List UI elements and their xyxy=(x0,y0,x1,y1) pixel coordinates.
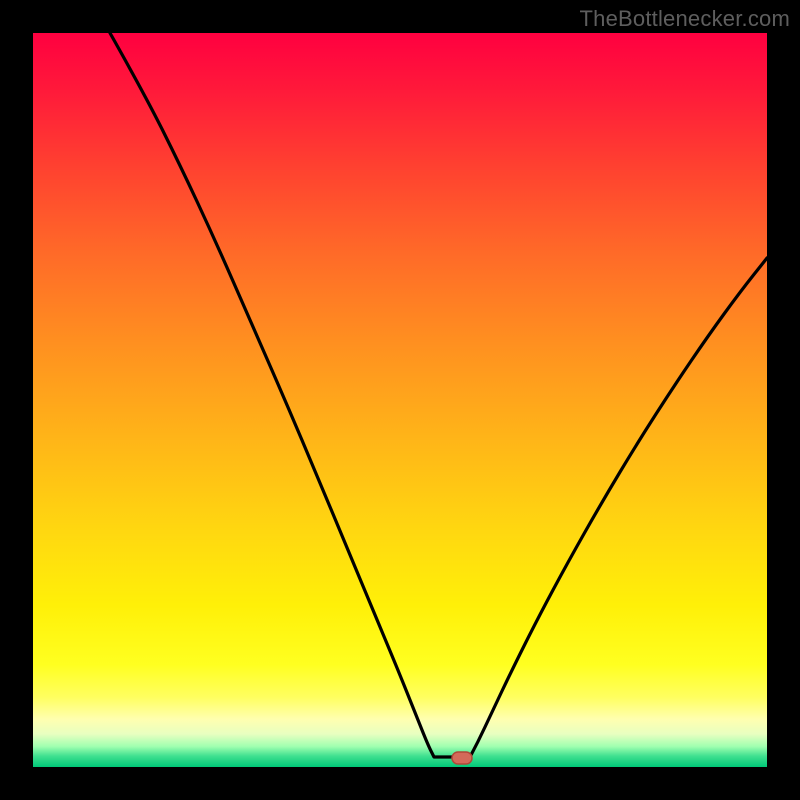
optimal-point-marker xyxy=(452,752,472,764)
chart-container: TheBottlenecker.com xyxy=(0,0,800,800)
bottleneck-chart xyxy=(0,0,800,800)
plot-area-gradient xyxy=(33,33,767,767)
watermark-text: TheBottlenecker.com xyxy=(580,6,790,32)
